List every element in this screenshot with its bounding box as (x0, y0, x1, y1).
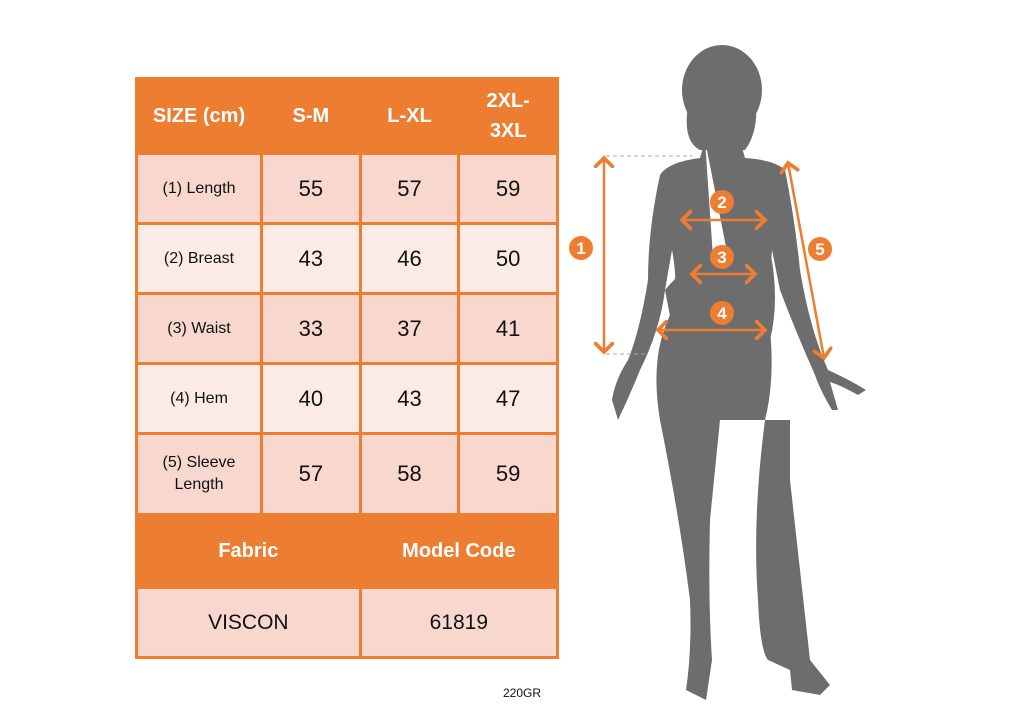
cell: 40 (260, 362, 362, 435)
silhouette-shape (612, 45, 866, 700)
cell: 59 (457, 432, 559, 516)
body-silhouette: 1 2 3 4 5 (569, 45, 866, 700)
header-row: SIZE (cm) S-M L-XL 2XL-3XL (135, 77, 559, 155)
cell: 59 (457, 152, 559, 225)
marker-5: 5 (808, 237, 832, 261)
header-l-xl: L-XL (358, 77, 461, 155)
row-label: (2) Breast (135, 222, 263, 295)
cell: 55 (260, 152, 362, 225)
cell: 43 (358, 362, 461, 435)
cell: 33 (260, 292, 362, 365)
svg-text:5: 5 (815, 240, 824, 259)
table-row: (3) Waist 33 37 41 (135, 292, 559, 365)
marker-4: 4 (710, 301, 734, 325)
marker-3: 3 (710, 245, 734, 269)
row-label: (1) Length (135, 152, 263, 225)
cell: 46 (358, 222, 461, 295)
cell: 57 (358, 152, 461, 225)
header-model-code: Model Code (358, 513, 560, 589)
cell: 50 (457, 222, 559, 295)
cell: 57 (260, 432, 362, 516)
svg-text:2: 2 (717, 193, 726, 212)
svg-text:3: 3 (717, 248, 726, 267)
footer-header-row: Fabric Model Code (135, 513, 560, 589)
svg-text:1: 1 (576, 239, 585, 258)
table-row: (2) Breast 43 46 50 (135, 222, 559, 295)
table-row: (5) Sleeve Length 57 58 59 (135, 432, 559, 516)
header-s-m: S-M (260, 77, 362, 155)
row-label: (3) Waist (135, 292, 263, 365)
fabric-value: VISCON (135, 586, 362, 659)
row-label: (4) Hem (135, 362, 263, 435)
cell: 47 (457, 362, 559, 435)
marker-1: 1 (569, 236, 593, 260)
cell: 41 (457, 292, 559, 365)
footer-value-row: VISCON 61819 (135, 586, 560, 659)
sleeve-arrow (788, 163, 824, 358)
header-2xl-3xl: 2XL-3XL (457, 77, 559, 155)
table-row: (1) Length 55 57 59 (135, 152, 559, 225)
row-label: (5) Sleeve Length (135, 432, 263, 516)
header-size: SIZE (cm) (135, 77, 263, 155)
cell: 58 (358, 432, 461, 516)
svg-text:4: 4 (717, 304, 727, 323)
header-fabric: Fabric (135, 513, 362, 589)
table-row: (4) Hem 40 43 47 (135, 362, 559, 435)
size-chart-table: SIZE (cm) S-M L-XL 2XL-3XL (1) Length 55… (135, 77, 560, 659)
cell: 37 (358, 292, 461, 365)
cell: 43 (260, 222, 362, 295)
model-code-value: 61819 (358, 586, 560, 659)
code-label: 220GR (503, 686, 542, 700)
marker-2: 2 (710, 190, 734, 214)
